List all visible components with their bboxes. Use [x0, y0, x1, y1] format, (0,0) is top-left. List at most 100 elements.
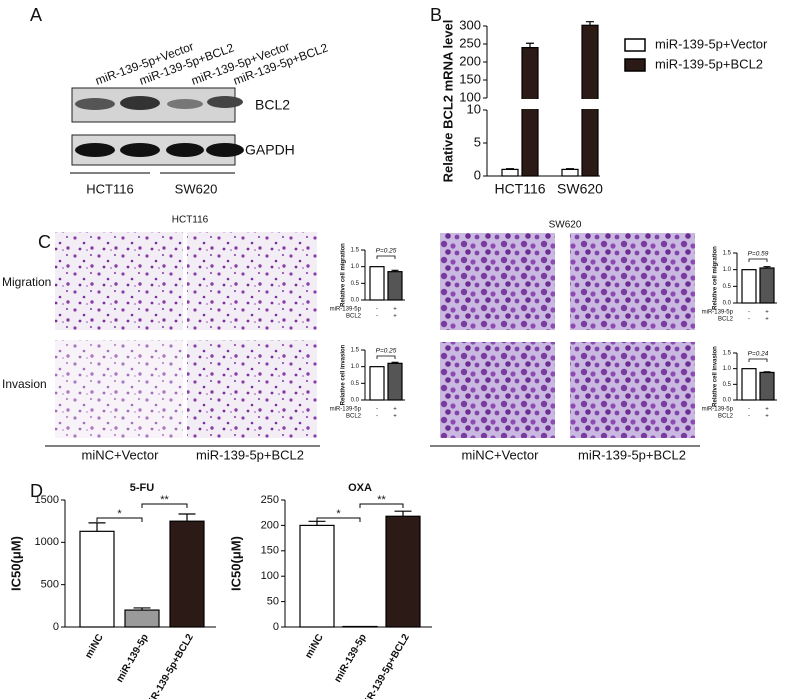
x-table-row-label: BCL2	[346, 414, 362, 420]
legend-label: miR-139-5p+BCL2	[655, 56, 763, 71]
bar	[169, 520, 205, 628]
y-tick-label: 1.0	[351, 264, 360, 270]
error-bar	[586, 21, 594, 26]
micrograph	[187, 232, 317, 330]
y-tick-label: 1.0	[723, 267, 732, 273]
x-table-row-label: miR-139-5p	[702, 407, 734, 413]
p-value: P=0.59	[748, 251, 769, 258]
y-tick-label: 1000	[35, 536, 59, 548]
bar	[741, 269, 757, 304]
bracket	[376, 255, 396, 259]
condition-label: miR-139-5p+BCL2	[578, 447, 686, 462]
legend-swatch	[624, 38, 646, 52]
x-table-cell: -	[748, 407, 750, 413]
cell-line-label: HCT116	[86, 181, 133, 196]
micrograph	[570, 233, 695, 330]
x-table-cell: -	[748, 317, 750, 323]
cell-line-title: HCT116	[172, 215, 209, 226]
bar	[759, 371, 775, 401]
x-tick-label: miNC	[83, 632, 106, 660]
y-tick-label: 5	[474, 134, 481, 149]
y-axis-label: Relative cell invasion	[713, 346, 719, 407]
y-tick-label: 250	[261, 494, 279, 506]
condition-label: miR-139-5p+BCL2	[196, 447, 304, 462]
bar	[387, 362, 403, 401]
x-table-cell: -	[748, 414, 750, 420]
y-tick-label: 0.0	[351, 398, 360, 404]
significance: **	[160, 494, 169, 506]
bar	[385, 515, 421, 628]
x-tick-label: miR-139-5p+BCL2	[143, 632, 196, 699]
y-axis-label: Relative cell invasion	[341, 344, 347, 405]
legend-label: miR-139-5p+Vector	[655, 36, 768, 51]
band	[207, 96, 243, 108]
band	[120, 96, 160, 110]
y-tick-label: 150	[459, 71, 481, 86]
error-bar	[178, 513, 196, 522]
micrograph	[187, 340, 317, 438]
band	[206, 143, 244, 157]
y-tick-label: 0	[53, 621, 59, 633]
x-table-row-label: miR-139-5p	[330, 307, 362, 313]
y-tick-label: 200	[459, 53, 481, 68]
legend-swatch	[624, 58, 646, 72]
y-tick-label: 300	[459, 17, 481, 32]
y-tick-label: 0.0	[723, 398, 732, 404]
y-tick-label: 0	[273, 621, 279, 633]
error-bar	[391, 269, 399, 272]
bar	[561, 168, 579, 177]
assay-label: Invasion	[2, 377, 47, 391]
bar	[759, 267, 775, 304]
x-table-row-label: BCL2	[718, 317, 734, 323]
protein-label: GAPDH	[245, 142, 295, 158]
bar	[501, 168, 519, 177]
x-table-cell: +	[393, 307, 397, 313]
micrograph	[570, 342, 695, 438]
band	[167, 99, 203, 109]
error-bar	[566, 168, 574, 170]
panel-label: C	[38, 232, 51, 252]
y-tick-label: 0.5	[351, 381, 360, 387]
cell-line-title: SW620	[549, 220, 582, 231]
x-table-cell: +	[393, 407, 397, 413]
x-table-cell: -	[376, 407, 378, 413]
p-value: P=0.25	[376, 348, 397, 355]
significance: *	[336, 508, 341, 520]
x-table-cell: -	[376, 414, 378, 420]
bracket	[316, 517, 361, 522]
x-table-cell: +	[765, 317, 769, 323]
y-tick-label: 0.5	[723, 284, 732, 290]
y-tick-label: 0.0	[723, 301, 732, 307]
y-axis-label: IC50(μM)	[8, 536, 23, 591]
x-table-row-label: miR-139-5p	[702, 310, 734, 316]
significance: **	[377, 494, 386, 506]
error-bar	[526, 42, 534, 48]
x-table-cell: -	[376, 314, 378, 320]
y-tick-label: 1.0	[723, 366, 732, 372]
y-tick-label: 100	[261, 570, 279, 582]
bracket	[359, 503, 404, 508]
chart-title: OXA	[348, 482, 372, 494]
y-tick-label: 200	[261, 519, 279, 531]
y-tick-label: 1.5	[351, 348, 360, 354]
y-tick-label: 0.5	[351, 281, 360, 287]
micrograph	[55, 232, 183, 330]
y-tick-label: 1.5	[723, 351, 732, 357]
y-tick-label: 1.5	[351, 248, 360, 254]
band	[75, 98, 115, 110]
y-tick-label: 1.5	[723, 251, 732, 257]
y-tick-label: 0	[474, 167, 481, 182]
x-table-cell: +	[765, 310, 769, 316]
x-tick-label: SW620	[557, 181, 603, 197]
significance: *	[117, 508, 122, 520]
bar	[369, 366, 385, 401]
error-bar	[763, 371, 771, 373]
condition-label: miNC+Vector	[462, 447, 540, 462]
y-axis-label: Relative cell migration	[341, 243, 347, 307]
condition-label: miNC+Vector	[82, 447, 160, 462]
y-axis-label: Relative BCL2 mRNA level	[440, 20, 455, 183]
assay-label: Migration	[2, 275, 51, 289]
bracket	[748, 358, 768, 362]
bar	[299, 524, 335, 628]
panel-label: A	[30, 5, 42, 25]
